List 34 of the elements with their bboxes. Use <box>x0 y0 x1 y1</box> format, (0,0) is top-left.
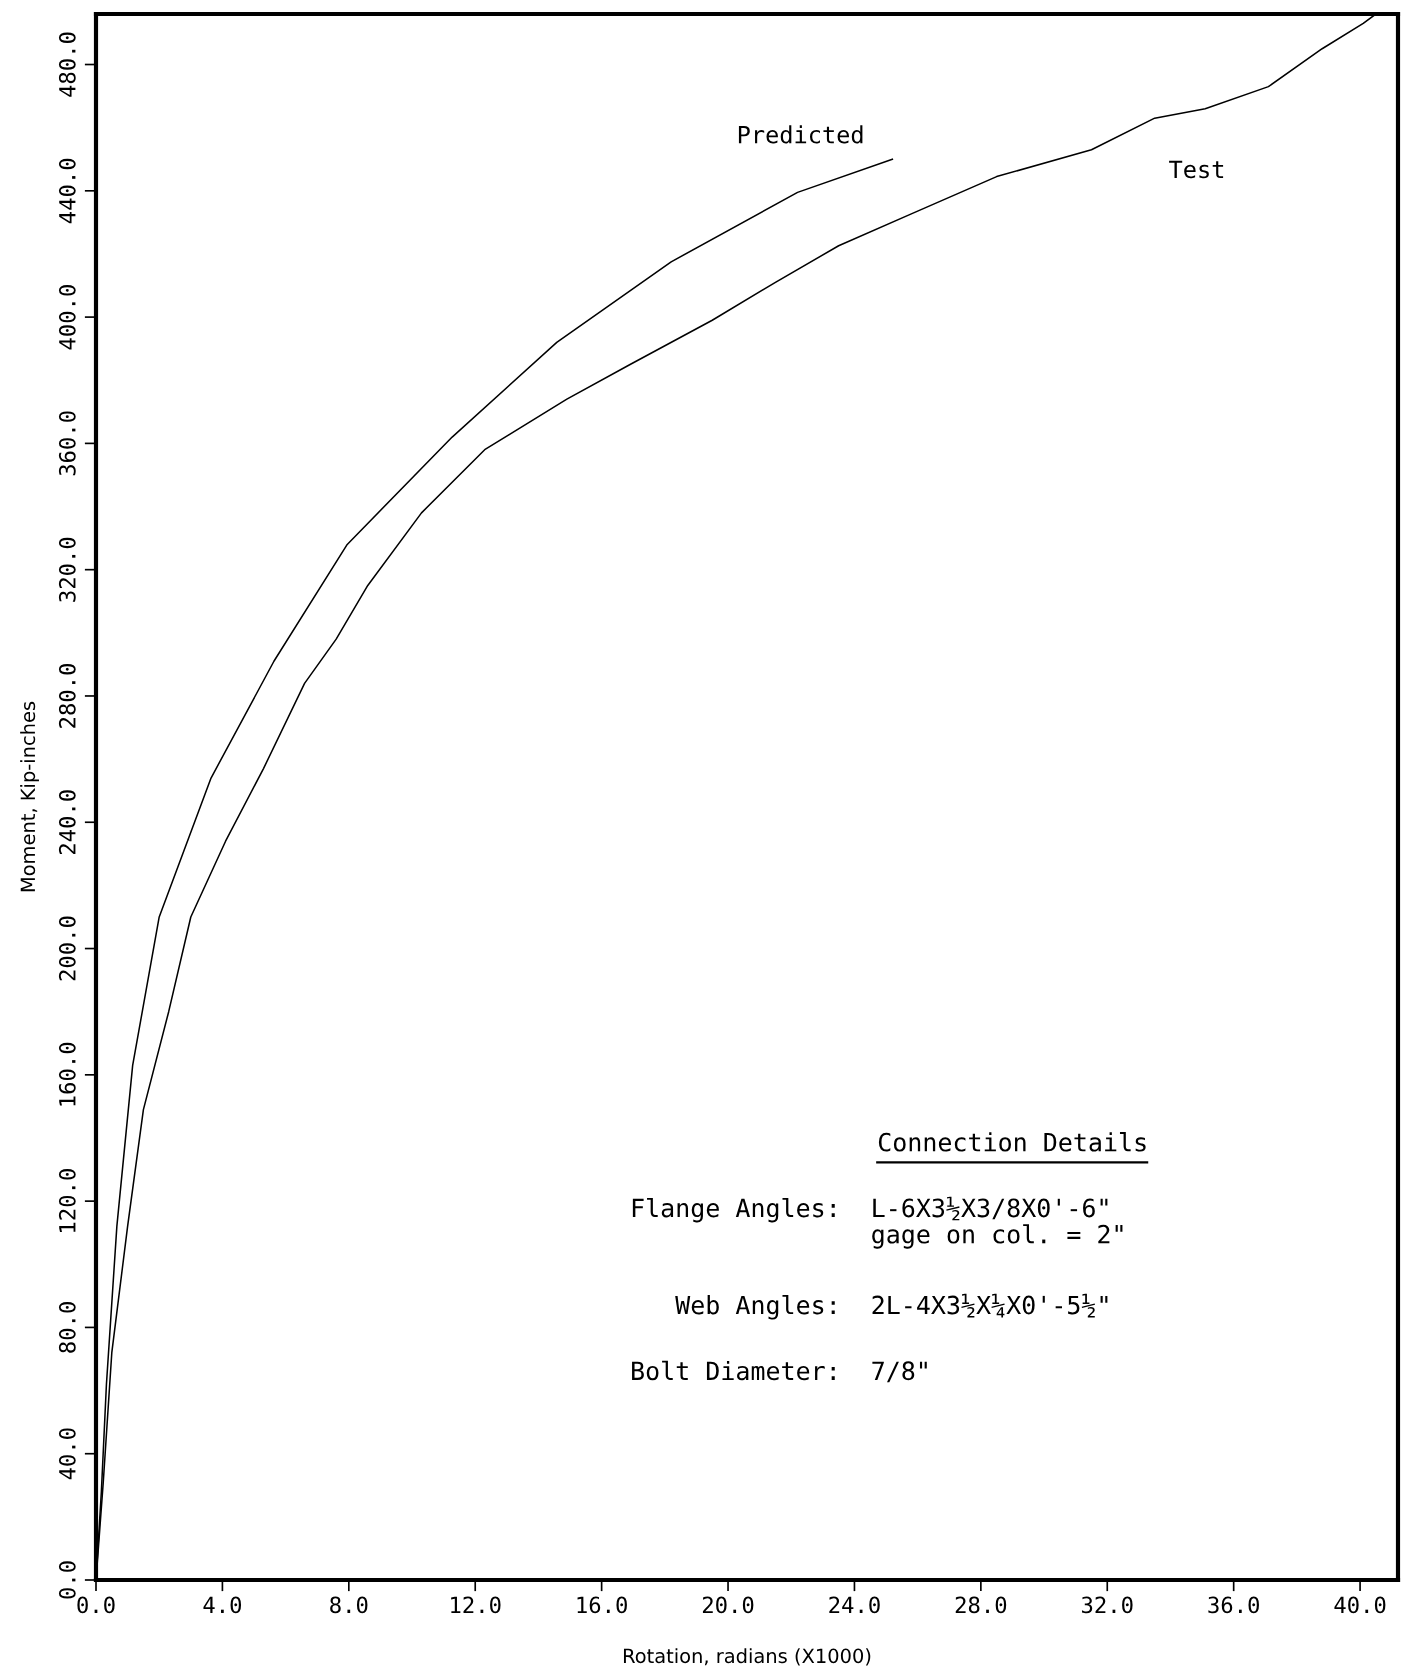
y-tick-label: 80.0 <box>58 1302 76 1353</box>
x-tick-label: 0.0 <box>77 1596 115 1614</box>
y-tick-label: 160.0 <box>58 1042 76 1106</box>
annotation: Bolt Diameter: <box>632 1360 835 1381</box>
x-tick-label: 24.0 <box>829 1596 880 1614</box>
x-tick-label: 32.0 <box>1081 1596 1133 1614</box>
x-tick-label: 28.0 <box>955 1596 1007 1614</box>
annotation: Web Angles: <box>675 1294 835 1320</box>
y-tick-label: 120.0 <box>58 1169 76 1232</box>
x-tick-label: 36.0 <box>1208 1596 1259 1614</box>
x-tick-label: 8.0 <box>330 1596 368 1614</box>
series-label: Test <box>1169 160 1224 179</box>
annotation: 2L-4X3½X¼X0'-5½" <box>872 1293 1108 1318</box>
x-tick-label: 12.0 <box>451 1596 501 1614</box>
x-tick-label: 16.0 <box>577 1596 627 1614</box>
y-tick-label: 240.0 <box>58 790 76 855</box>
y-tick-label: 280.0 <box>58 663 76 728</box>
y-tick-label: 360.0 <box>58 411 76 476</box>
y-tick-label: 400.0 <box>58 285 76 350</box>
x-tick-label: 4.0 <box>203 1596 242 1614</box>
y-tick-label: 480.0 <box>58 32 76 97</box>
annotation: Flange Angles: <box>632 1197 835 1223</box>
x-axis-title: Rotation, radians (X1000) <box>623 1648 871 1666</box>
y-tick-label: 440.0 <box>58 158 76 224</box>
series-label: Predicted <box>738 125 863 144</box>
annotation: L-6X3½X3/8X0'-6" gage on col. = 2" <box>872 1196 1123 1249</box>
x-tick-label: 40.0 <box>1334 1596 1386 1614</box>
y-tick-label: 40.0 <box>58 1428 76 1480</box>
y-tick-label: 320.0 <box>58 537 76 602</box>
annotation: 7/8" <box>872 1361 927 1383</box>
y-axis-title: Moment, Kip-inches <box>20 701 39 892</box>
x-tick-label: 20.0 <box>702 1596 754 1614</box>
annotation: Connection Details <box>878 1132 1146 1152</box>
y-tick-label: 200.0 <box>58 916 76 981</box>
